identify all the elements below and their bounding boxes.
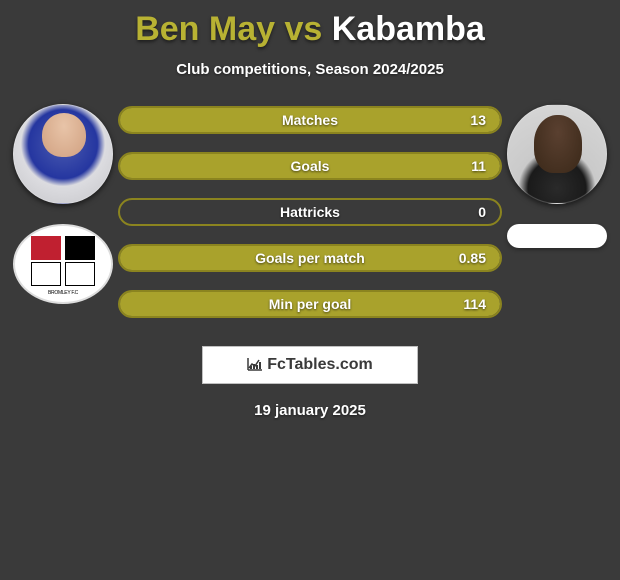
- player-a-club-logo: [13, 224, 113, 304]
- infographic-container: Ben May vs Kabamba Club competitions, Se…: [0, 0, 620, 419]
- right-column: [502, 100, 612, 248]
- stat-value-b: 11: [471, 158, 486, 174]
- stat-value-b: 114: [463, 296, 486, 312]
- brand-text: FcTables.com: [267, 356, 373, 374]
- brand-logo-box: FcTables.com: [202, 346, 418, 384]
- player-b-club-pill: [507, 224, 607, 248]
- stat-label: Goals per match: [255, 250, 365, 266]
- title-player-a: Ben May: [135, 10, 275, 48]
- stat-bar: Matches 13: [118, 106, 502, 134]
- stat-label: Matches: [282, 112, 338, 128]
- player-a-photo: [13, 104, 113, 204]
- title-vs: vs: [284, 10, 322, 48]
- title-player-b: Kabamba: [332, 10, 485, 48]
- date-line: 19 january 2025: [0, 402, 620, 419]
- stat-value-b: 0: [478, 204, 486, 220]
- comparison-row: Matches 13 Goals 11 Hattricks 0 Goals per matc…: [0, 100, 620, 318]
- stat-label: Min per goal: [269, 296, 351, 312]
- chart-icon: [247, 357, 263, 374]
- stat-bar: Goals 11: [118, 152, 502, 180]
- subtitle: Club competitions, Season 2024/2025: [0, 61, 620, 78]
- stat-label: Goals: [291, 158, 330, 174]
- stat-label: Hattricks: [280, 204, 340, 220]
- stat-value-b: 13: [470, 112, 486, 128]
- stat-value-b: 0.85: [459, 250, 486, 266]
- page-title: Ben May vs Kabamba: [0, 10, 620, 49]
- left-column: [8, 100, 118, 304]
- stats-column: Matches 13 Goals 11 Hattricks 0 Goals per matc…: [118, 100, 502, 318]
- stat-bar: Hattricks 0: [118, 198, 502, 226]
- stat-bar: Min per goal 114: [118, 290, 502, 318]
- player-b-photo: [507, 104, 607, 204]
- stat-bar: Goals per match 0.85: [118, 244, 502, 272]
